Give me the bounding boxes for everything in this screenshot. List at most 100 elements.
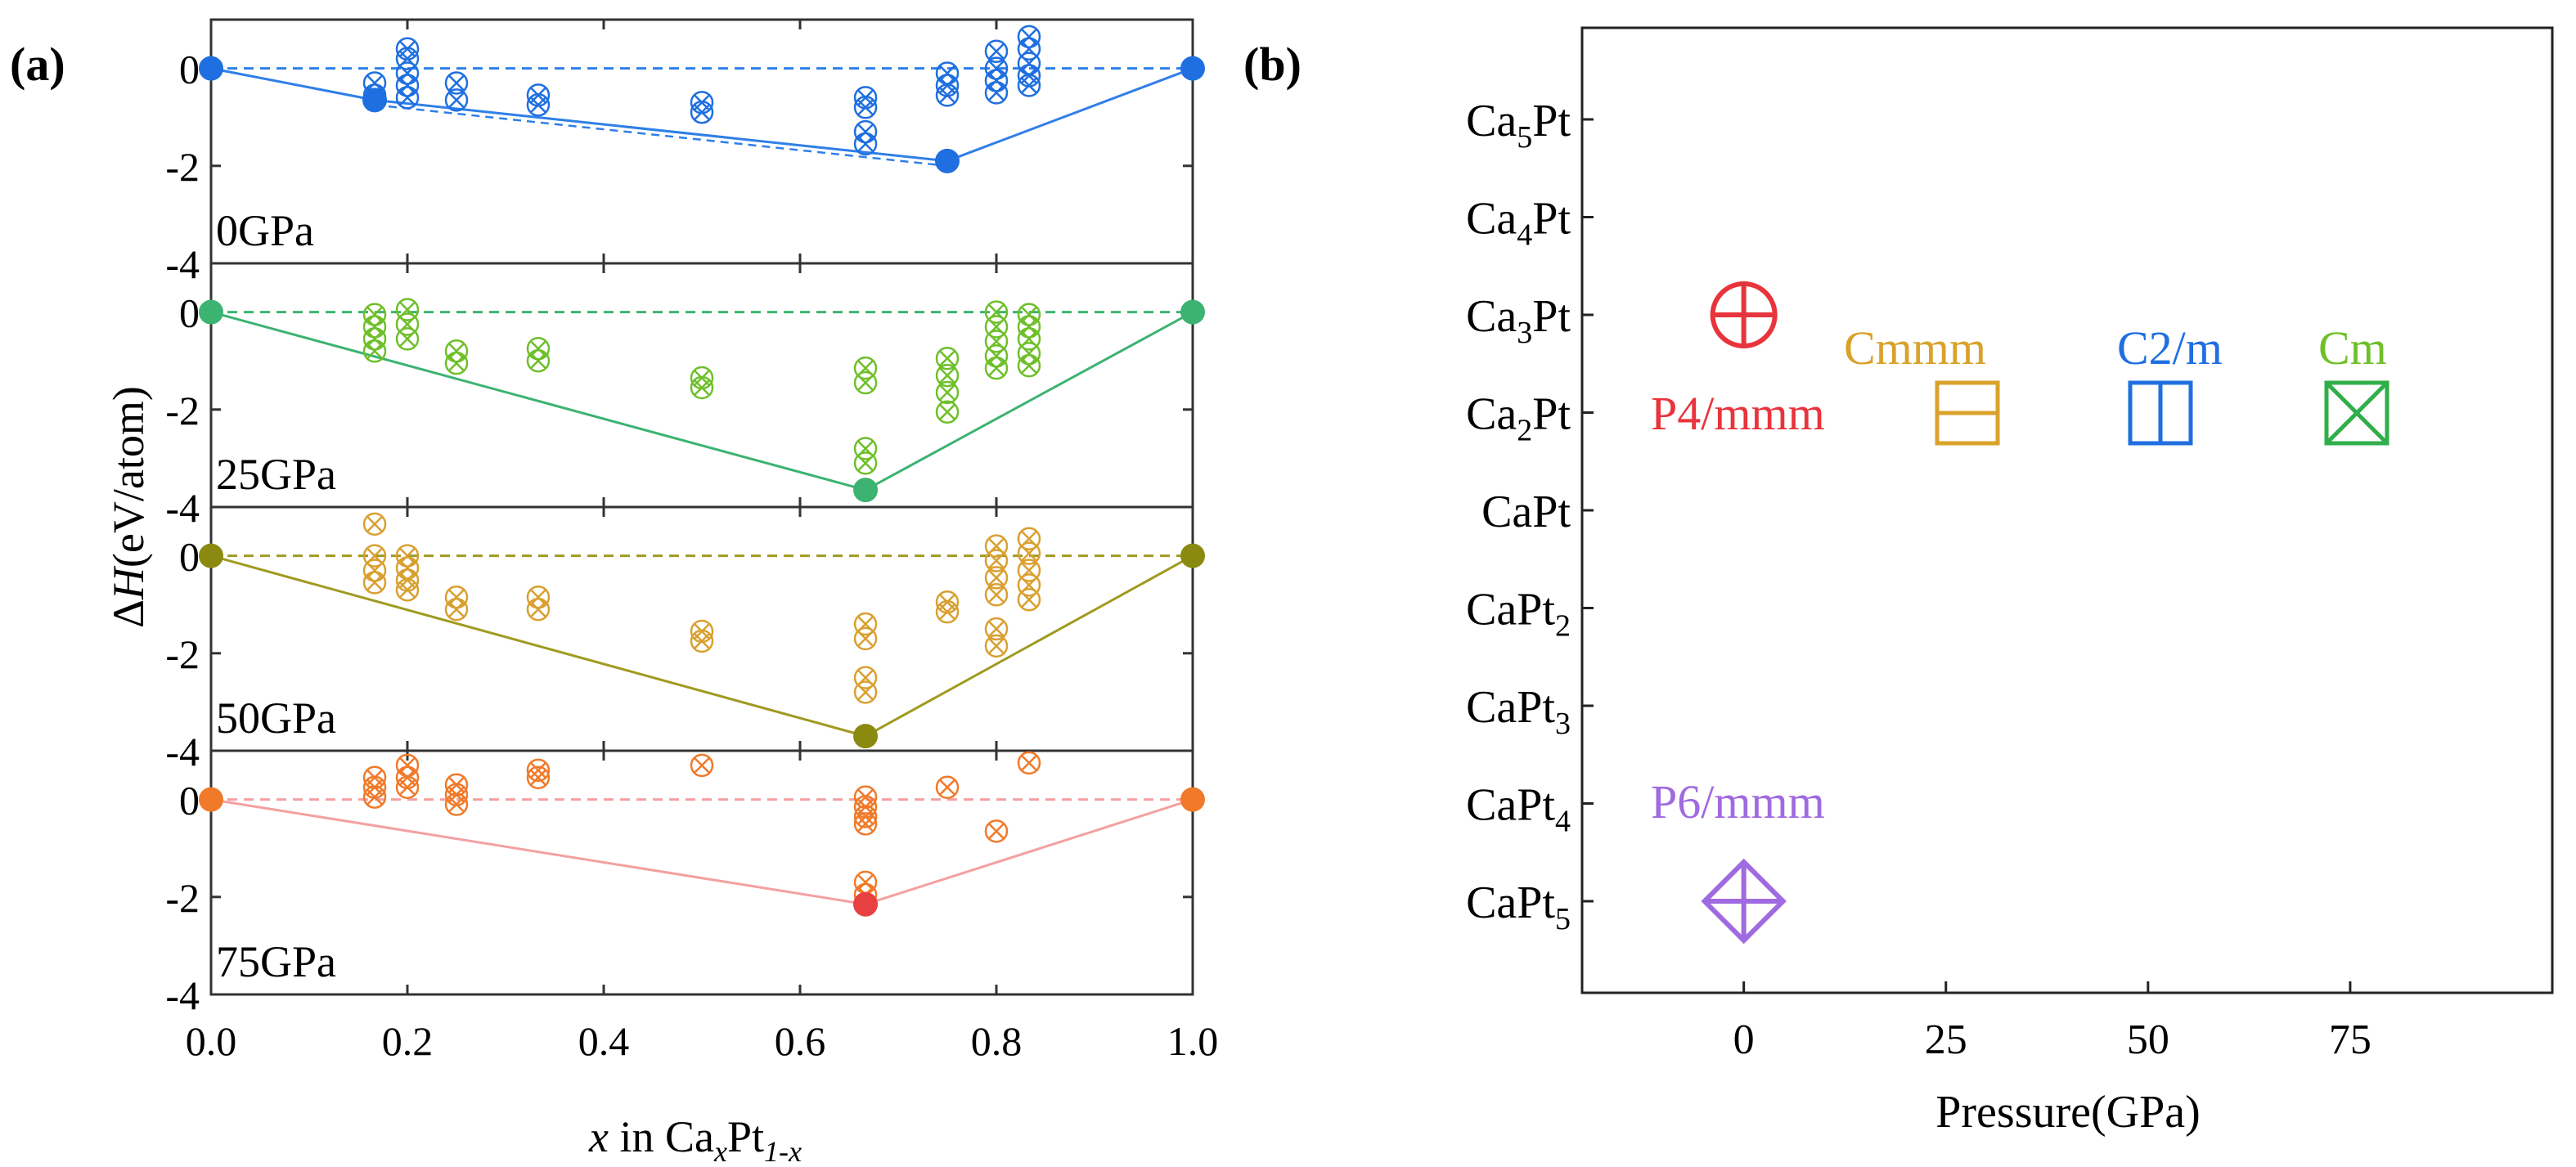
panel-b: (b) Ca5PtCa4PtCa3PtCa2PtCaPtCaPt2CaPt3Ca… (1243, 26, 2554, 1138)
stable-point (199, 787, 223, 812)
metastable-point (984, 566, 1009, 590)
metastable-point (526, 758, 551, 783)
stable-point (1180, 56, 1205, 81)
metastable-point (690, 629, 714, 653)
subplot-pressure-label: 0GPa (216, 206, 314, 255)
x-label-x: x (588, 1112, 609, 1161)
metastable-point (444, 88, 469, 112)
metastable-point (1017, 74, 1041, 97)
metastable-point (853, 680, 878, 704)
panel-a-y-axis-label: ΔH(eV/atom) (104, 386, 153, 628)
metastable-point (690, 375, 714, 400)
metastable-point (395, 578, 420, 602)
subplot-50GPa: 0 -2 -4 50GPa (165, 505, 1205, 774)
y-tick-label: 0 (179, 290, 200, 336)
metastable-point (1017, 315, 1041, 339)
subplot-pressure-label: 50GPa (216, 693, 336, 743)
legend-marker-cm (2324, 380, 2389, 446)
metastable-point (362, 571, 387, 595)
panel-b-label: (b) (1243, 38, 1301, 91)
convex-hull-line (210, 67, 1194, 163)
convex-hull-dashed-line (374, 104, 948, 168)
x-tick-label: 75 (2329, 1017, 2371, 1063)
metastable-point (1017, 353, 1041, 378)
panel-a-subplots: 0 -2 -4 0GPa 0 -2 -4 25GPa 0 -2 -4 50GPa 0 -2 -4 75GPa (165, 18, 1205, 1018)
metastable-point (853, 132, 878, 156)
metastable-point (1017, 587, 1041, 612)
y-tick-label: -2 (165, 875, 200, 921)
metastable-point (395, 74, 420, 97)
metastable-point (853, 812, 878, 836)
stable-point (362, 88, 388, 113)
y-tick-label: 0 (179, 47, 200, 92)
metastable-point (1017, 342, 1041, 366)
stable-point (853, 724, 879, 749)
panel-b-legend: P4/mmm Cmmm C2/m Cm P6/mmm (1651, 321, 2389, 828)
x-tick-label: 0.4 (578, 1018, 630, 1064)
stable-point (1180, 543, 1205, 568)
metastable-point (362, 512, 387, 536)
phase-point-circle-plus (1710, 281, 1778, 348)
metastable-point (935, 599, 960, 624)
metastable-point (935, 775, 960, 799)
metastable-point (935, 400, 960, 424)
x-tick-label: 25 (1925, 1017, 1967, 1063)
metastable-point (853, 626, 878, 651)
category-label: Ca2Pt (1466, 389, 1571, 448)
y-tick-label: -2 (165, 388, 200, 433)
x-tick-label: 0.6 (775, 1018, 826, 1064)
metastable-point (362, 559, 387, 582)
metastable-point (984, 819, 1009, 843)
subplot-0GPa: 0 -2 -4 0GPa (165, 18, 1205, 287)
panel-a-label: (a) (10, 38, 65, 91)
x-tick-label: 0.8 (971, 1018, 1023, 1064)
metastable-point (1017, 25, 1041, 49)
metastable-point (395, 544, 420, 568)
metastable-point (444, 71, 469, 95)
subplot-25GPa: 0 -2 -4 25GPa (165, 262, 1205, 531)
stable-point (199, 56, 223, 81)
metastable-point (984, 356, 1009, 380)
x-label-sub1: x (713, 1135, 727, 1167)
metastable-point (526, 337, 551, 361)
category-label: Ca5Pt (1466, 96, 1571, 155)
category-label: CaPt2 (1466, 585, 1571, 644)
stable-point (199, 543, 223, 568)
legend-label-cmmm: Cmmm (1844, 321, 1986, 375)
metastable-point (1017, 751, 1041, 775)
y-label-h: H (104, 565, 153, 600)
x-tick-label: 50 (2127, 1017, 2169, 1063)
panel-a-x-tick-labels: 0.0 0.2 0.4 0.6 0.8 1.0 (186, 1018, 1219, 1064)
y-tick-label: -2 (165, 144, 200, 190)
category-label: CaPt3 (1466, 682, 1571, 741)
metastable-point (526, 348, 551, 373)
category-label: CaPt (1481, 487, 1571, 537)
metastable-point (853, 119, 878, 144)
legend-marker-cmmm (1935, 380, 2000, 446)
stable-point (853, 891, 879, 917)
panel-a: (a) 0 -2 -4 0GPa 0 -2 -4 25GPa 0 -2 -4 50GPa 0 -2 -4 75… (10, 18, 1219, 1167)
x-label-in: in Ca (609, 1112, 714, 1161)
y-tick-label: -2 (165, 631, 200, 677)
stable-point (199, 299, 223, 325)
y-tick-label: -4 (165, 972, 200, 1018)
subplot-frame (209, 749, 1194, 996)
metastable-point (362, 785, 387, 809)
legend-label-cm: Cm (2318, 321, 2387, 375)
metastable-point (984, 583, 1009, 607)
metastable-point (526, 586, 551, 609)
metastable-point (526, 765, 551, 790)
stable-point (853, 478, 879, 503)
metastable-point (935, 83, 960, 107)
metastable-point (444, 792, 469, 816)
subplot-pressure-label: 25GPa (216, 450, 336, 499)
y-label-unit: (eV/atom) (104, 386, 153, 568)
panel-b-category-labels: Ca5Pt Ca4Pt Ca3Pt Ca2Pt CaPt CaPt2 CaPt3 CaPt4 C… (1466, 96, 1594, 936)
y-tick-label: -4 (165, 485, 200, 531)
metastable-point (935, 346, 960, 370)
stable-point (1180, 299, 1205, 325)
metastable-point (984, 549, 1009, 572)
metastable-point (853, 96, 878, 119)
category-label: Ca4Pt (1466, 194, 1571, 253)
